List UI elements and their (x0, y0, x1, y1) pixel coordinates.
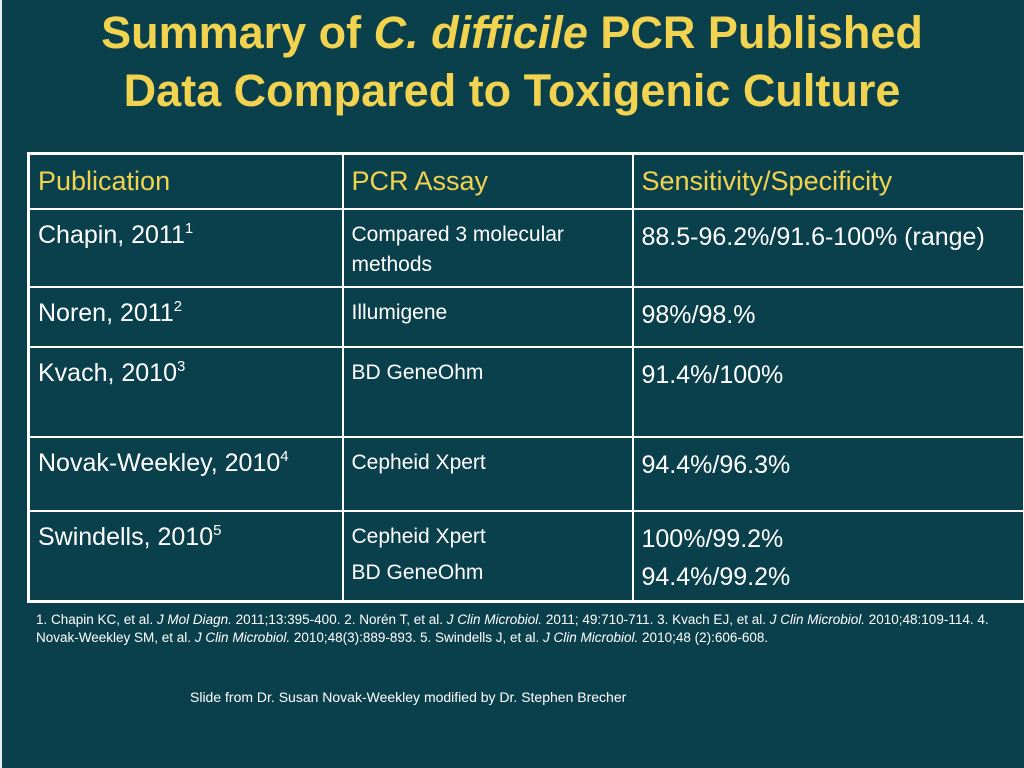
reference-number: 1 (184, 220, 194, 237)
slide-title: Summary of C. difficile PCR Published Da… (0, 4, 1024, 120)
table-row: Swindells, 20105 Cepheid Xpert BD GeneOh… (27, 510, 1024, 603)
sensitivity-cell: 98%/98.% (631, 286, 1024, 348)
reference-text: 3. Kvach EJ, et al. (657, 612, 770, 627)
sensitivity-value: 94.4%/96.3% (641, 451, 791, 479)
reference-number: 4 (280, 448, 289, 465)
assay-cell: Cepheid Xpert (341, 436, 634, 512)
publication-cell: Chapin, 20111 (27, 208, 344, 288)
title-line-2: Data Compared to Toxigenic Culture (123, 65, 901, 116)
assay-cell: BD GeneOhm (341, 346, 634, 438)
publication-cell: Noren, 20112 (27, 286, 344, 348)
publication-cell: Kvach, 20103 (27, 346, 344, 438)
assay-cell: Illumigene (341, 286, 634, 348)
reference-number: 3 (177, 358, 186, 375)
reference-text: 2. Norén T, et al. (344, 612, 447, 627)
sensitivity-cell: 100%/99.2% 94.4%/99.2% (631, 510, 1024, 603)
sensitivity-cell: 91.4%/100% (631, 346, 1024, 438)
table-row: Noren, 20112 Illumigene 98%/98.% (27, 286, 1024, 348)
reference-journal: J Clin Microbiol. (194, 630, 291, 645)
assay-cell: Cepheid Xpert BD GeneOhm (341, 510, 634, 603)
header-publication: Publication (27, 152, 344, 210)
slide-left-border (0, 0, 2, 768)
assay-name: Illumigene (351, 301, 448, 324)
reference-number: 2 (173, 298, 183, 315)
assay-name: Cepheid Xpert (351, 451, 486, 474)
reference-journal: J Mol Diagn. (156, 612, 232, 627)
title-organism: C. difficile (373, 7, 588, 58)
publication-name: Swindells, 2010 (38, 523, 214, 551)
sensitivity-value: 91.4%/100% (641, 361, 784, 389)
sensitivity-cell: 88.5-96.2%/91.6-100% (range) (631, 208, 1024, 288)
reference-journal: J Clin Microbiol. (769, 612, 865, 627)
table-row: Kvach, 20103 BD GeneOhm 91.4%/100% (27, 346, 1024, 438)
reference-text: 5. Swindells J, et al. (419, 630, 544, 645)
publication-name: Noren, 2011 (38, 299, 174, 327)
title-part-2: PCR Published (587, 7, 923, 58)
publication-name: Chapin, 2011 (38, 221, 185, 249)
pcr-data-table: Publication PCR Assay Sensitivity/Specif… (27, 152, 1024, 603)
table-header-row: Publication PCR Assay Sensitivity/Specif… (27, 152, 1024, 210)
reference-citation: 2010;48:109-114. (865, 612, 978, 627)
header-sensitivity-specificity: Sensitivity/Specificity (631, 152, 1024, 210)
publication-cell: Novak-Weekley, 20104 (27, 436, 344, 512)
assay-cell: Compared 3 molecular methods (341, 208, 634, 288)
table-row: Chapin, 20111 Compared 3 molecular metho… (27, 208, 1024, 288)
sensitivity-value: 88.5-96.2%/91.6-100% (range) (641, 223, 985, 251)
reference-citation: 2010;48 (2):606-608. (638, 630, 769, 645)
sensitivity-value: 100%/99.2% (641, 525, 784, 553)
publication-cell: Swindells, 20105 (27, 510, 344, 603)
reference-journal: J Clin Microbiol. (543, 630, 639, 645)
title-line-1: Summary of C. difficile PCR Published (0, 4, 1024, 62)
publication-name: Novak-Weekley, 2010 (38, 449, 281, 477)
references: 1. Chapin KC, et al. J Mol Diagn. 2011;1… (36, 611, 1016, 647)
sensitivity-value: 94.4%/99.2% (641, 563, 791, 591)
reference-text: 1. Chapin KC, et al. (36, 612, 157, 627)
reference-citation: 2011; 49:710-711. (542, 612, 658, 627)
table-row: Novak-Weekley, 20104 Cepheid Xpert 94.4%… (27, 436, 1024, 512)
reference-citation: 2010;48(3):889-893. (290, 630, 420, 645)
assay-name: BD GeneOhm (351, 361, 484, 384)
slide-credit: Slide from Dr. Susan Novak-Weekley modif… (190, 689, 627, 705)
reference-journal: J Clin Microbiol. (446, 612, 543, 627)
header-pcr-assay: PCR Assay (341, 152, 634, 210)
assay-name: Cepheid Xpert (351, 525, 486, 548)
reference-citation: 2011;13:395-400. (231, 612, 345, 627)
sensitivity-value: 98%/98.% (641, 301, 756, 329)
publication-name: Kvach, 2010 (38, 359, 177, 387)
assay-name: BD GeneOhm (351, 561, 484, 584)
title-part-1: Summary of (101, 7, 374, 58)
sensitivity-cell: 94.4%/96.3% (631, 436, 1024, 512)
assay-name: Compared 3 molecular methods (351, 223, 564, 276)
reference-text: 4. Novak-Weekley SM, et al. (36, 612, 989, 645)
reference-number: 5 (213, 522, 222, 539)
